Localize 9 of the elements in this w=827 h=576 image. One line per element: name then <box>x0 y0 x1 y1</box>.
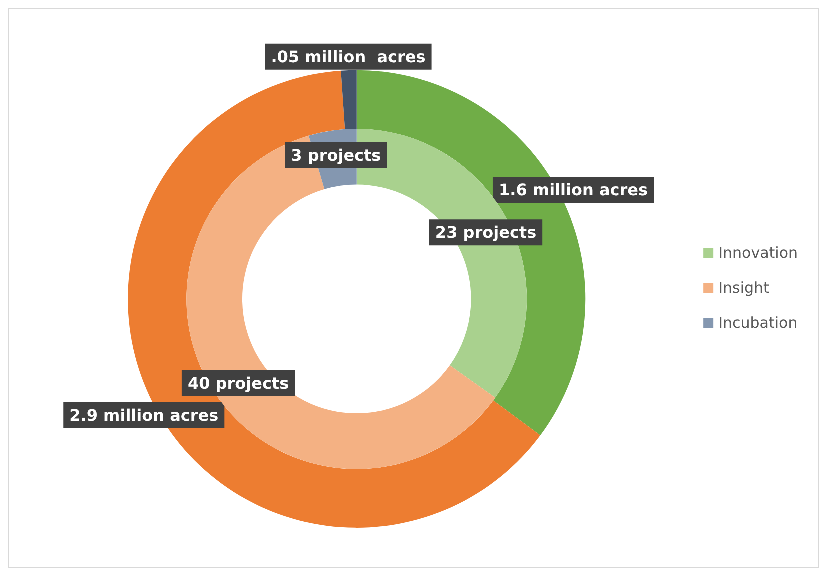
legend-label: Innovation <box>718 244 798 262</box>
data-label: 23 projects <box>435 223 537 242</box>
legend-label: Incubation <box>718 314 798 332</box>
data-label: 40 projects <box>188 374 290 393</box>
data-label: .05 million acres <box>271 47 426 66</box>
legend-label: Insight <box>718 279 770 297</box>
data-label: 3 projects <box>291 146 382 165</box>
data-label: 2.9 million acres <box>70 406 219 426</box>
data-label: 1.6 million acres <box>498 180 648 200</box>
